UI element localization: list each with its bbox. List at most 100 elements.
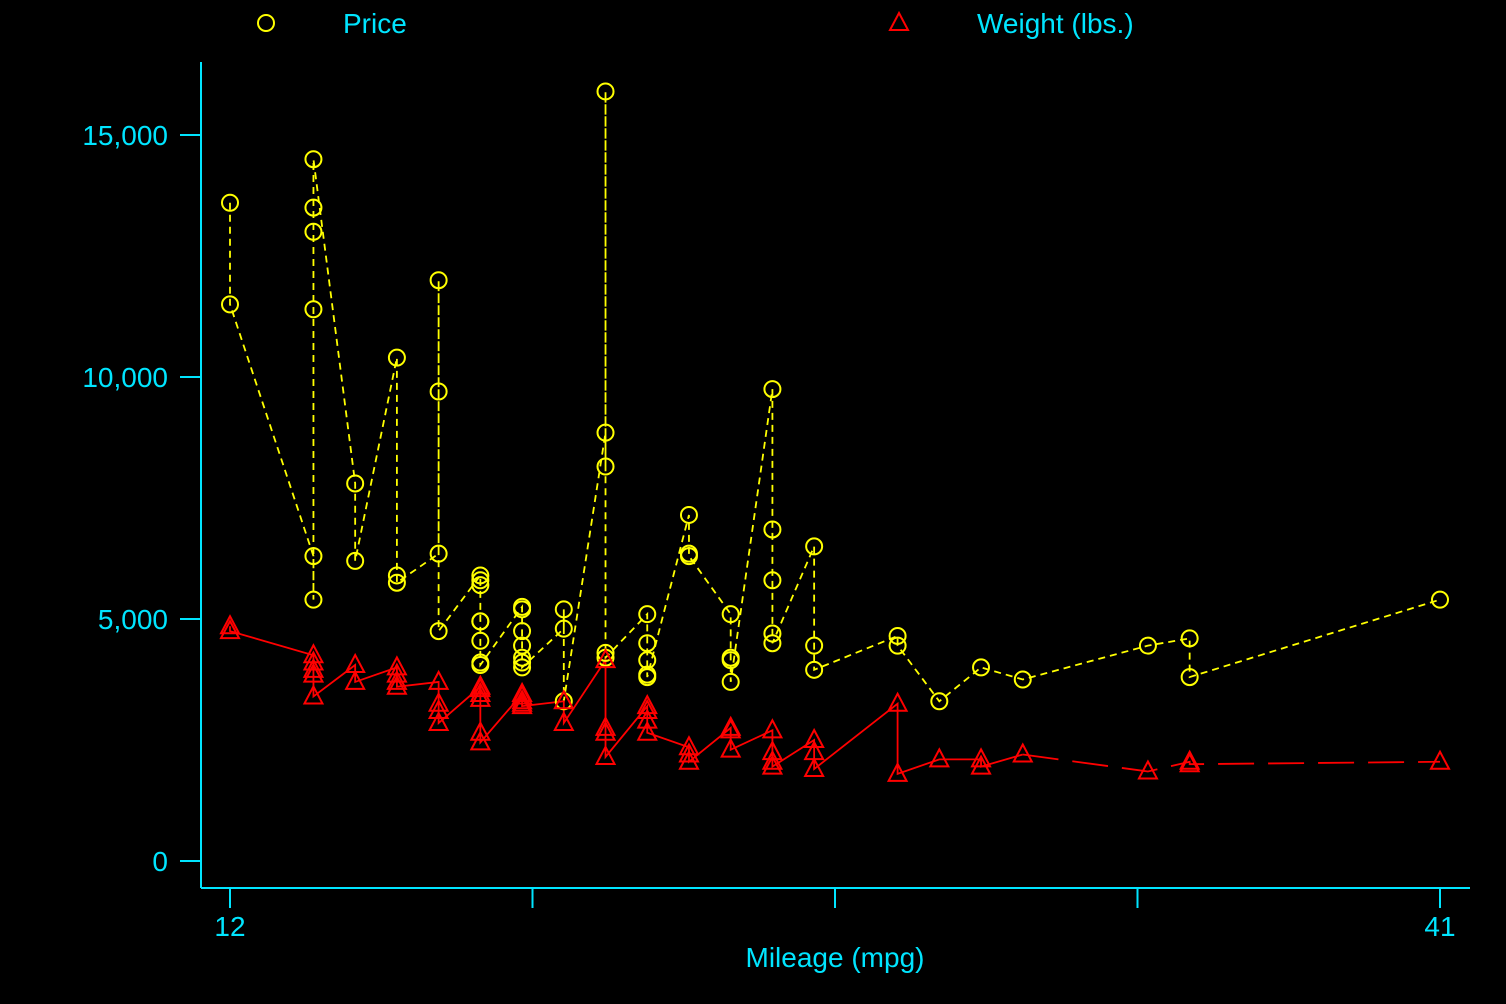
price-point [888,626,907,645]
weight-point [302,650,325,671]
weight-point [970,747,992,768]
price-point [972,658,991,677]
weight-point [511,684,533,705]
price-point [721,651,740,670]
weight-point [469,677,492,698]
price-point [679,547,698,566]
price-point [471,655,490,674]
weight-point [678,749,700,770]
weight-point [636,698,658,719]
price-point [1138,636,1157,655]
price-point [221,193,239,212]
weight-point [469,681,492,703]
y-tick-label: 15,000 [82,120,168,151]
price-point [763,634,782,653]
weight-series-line-tail [1022,753,1441,773]
price-point [471,612,490,631]
weight-point [302,662,325,683]
price-point [1180,629,1199,648]
weight-point [594,744,617,765]
weight-point [302,657,325,678]
price-point [429,622,448,641]
price-point [638,605,657,624]
y-ticks: 0 5,000 10,000 15,000 [82,120,201,877]
weight-point [761,749,784,770]
weight-point [886,761,909,782]
weight-point [344,669,366,690]
series-markers [219,82,1451,782]
weight-point [511,691,533,712]
price-point [346,551,365,570]
price-point [763,520,782,539]
price-point [513,622,532,641]
price-point [805,636,824,655]
price-point [387,348,406,367]
weight-point [594,720,617,741]
price-point [304,222,323,241]
legend-weight-marker [888,10,910,31]
price-point [471,576,490,595]
price-point [763,571,782,590]
price-point [763,380,782,399]
price-point [763,624,782,643]
weight-point [427,669,450,690]
price-point [805,537,824,556]
price-point [888,636,907,655]
price-point [429,544,448,563]
weight-point [594,648,617,669]
weight-point [720,737,742,758]
weight-point [553,689,575,710]
weight-point [1178,749,1201,770]
y-tick-label: 10,000 [82,362,168,393]
weight-point [761,754,784,775]
legend-weight-label: Weight (lbs.) [977,8,1134,39]
weight-point [302,684,325,705]
price-point [1013,670,1032,689]
price-point [721,672,740,691]
weight-point [1012,742,1034,763]
weight-point [803,727,825,748]
price-series-line [229,91,1441,703]
price-point [513,648,532,667]
price-point [554,600,573,619]
price-point [471,571,490,590]
weight-point [761,718,784,739]
price-point [1180,668,1199,687]
y-tick-label: 0 [152,846,168,877]
price-point [387,566,406,585]
price-point [304,150,323,169]
price-point [638,668,657,687]
x-axis-title: Mileage (mpg) [746,942,925,973]
price-point [304,198,323,217]
x-tick-label: 12 [214,911,245,942]
price-point [304,547,323,566]
weight-point [219,614,241,635]
price-point [221,295,239,314]
weight-point [761,739,784,761]
weight-point [886,691,909,712]
weight-point [636,708,658,729]
weight-point [678,735,700,756]
weight-point [302,643,325,664]
weight-point [469,686,492,707]
weight-point [427,691,450,712]
price-point [471,631,490,650]
price-point [429,271,448,290]
weight-point [427,698,450,719]
price-point [930,692,949,711]
price-point [596,457,615,476]
weight-point [469,730,492,751]
weight-point [553,710,575,732]
weight-point [720,718,742,739]
weight-point [386,669,408,690]
price-point [304,590,323,609]
y-tick-label: 5,000 [98,604,168,635]
weight-point [636,720,658,741]
x-ticks: 12 41 [214,888,1456,942]
weight-point [970,754,992,775]
price-point [513,600,532,619]
weight-point [511,681,533,703]
price-point [471,566,490,585]
